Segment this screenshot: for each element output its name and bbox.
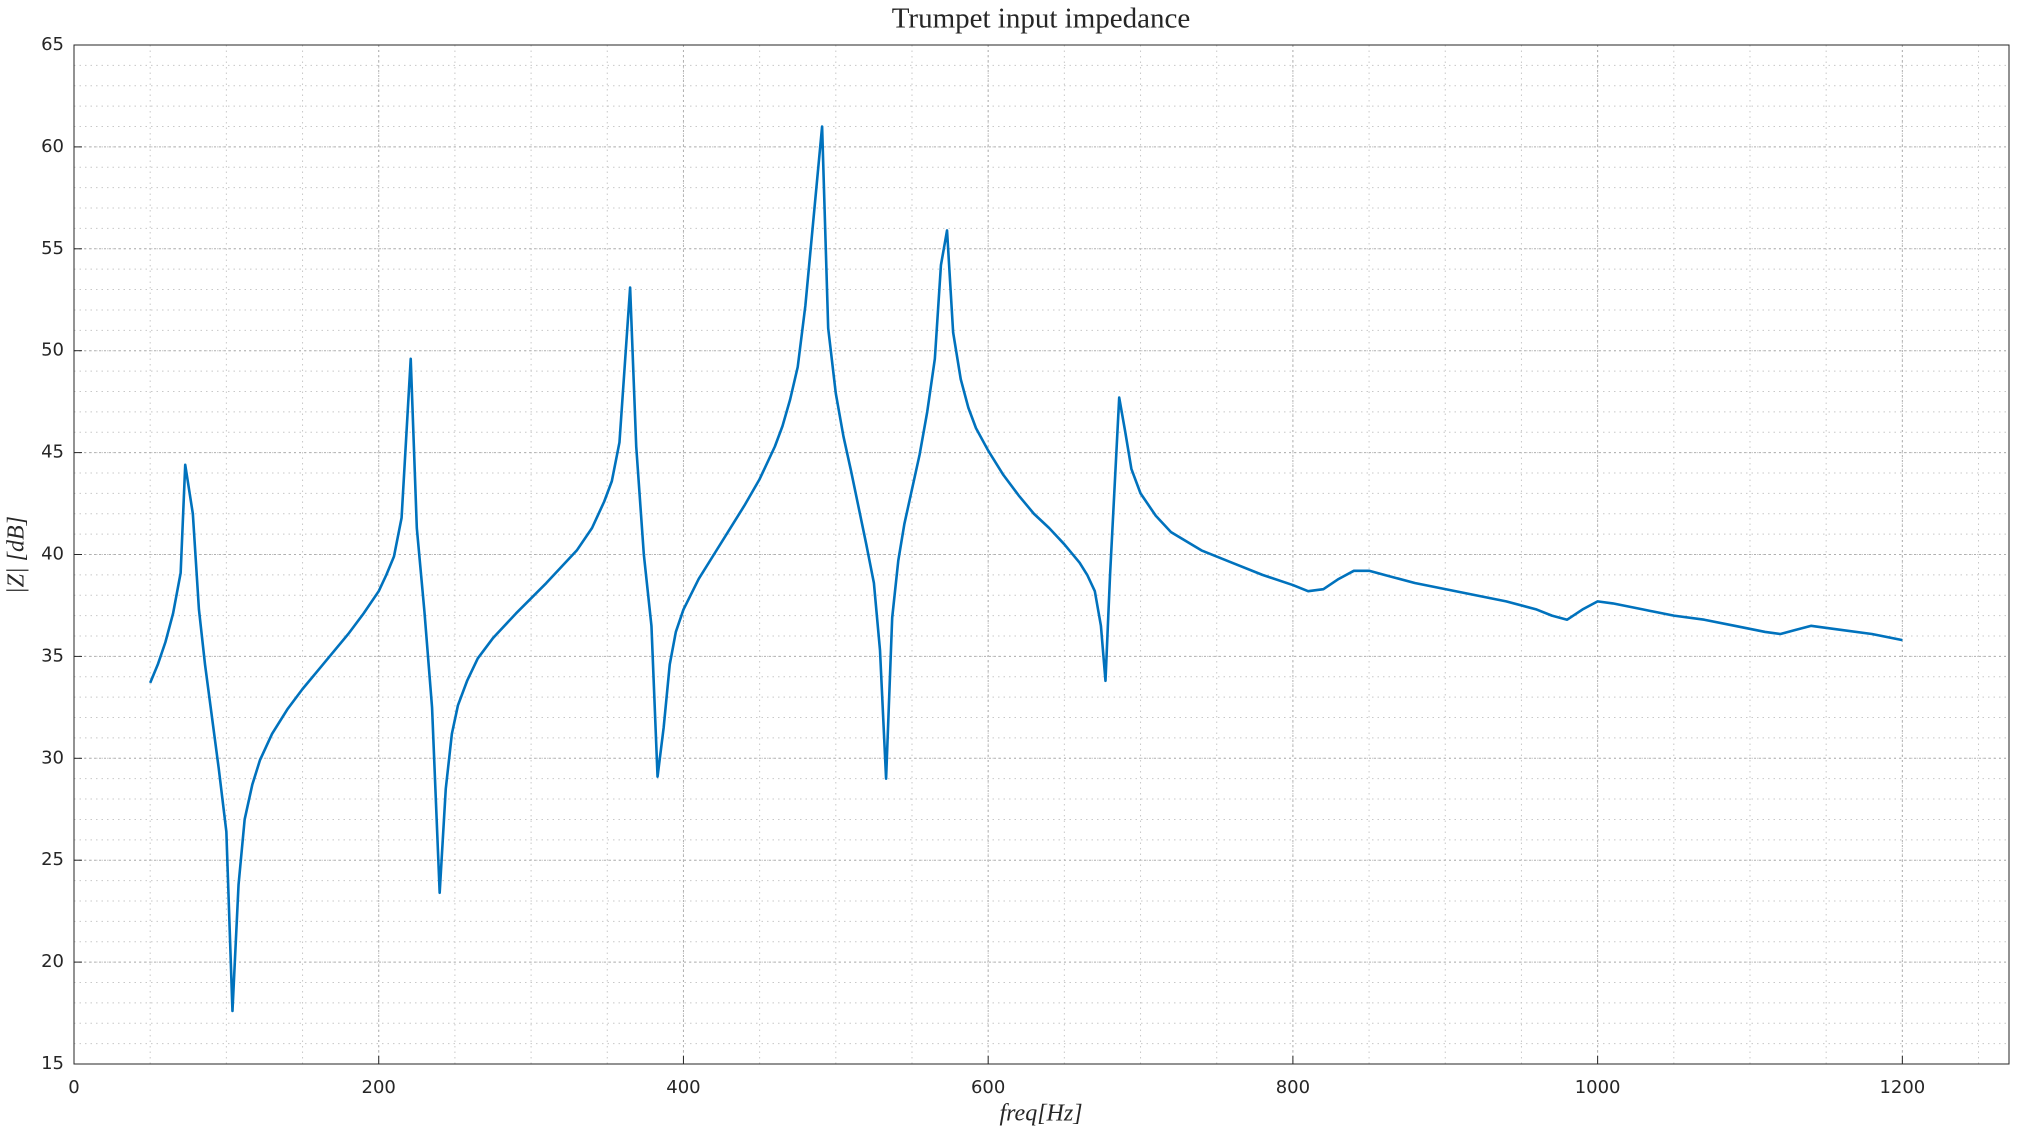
x-tick-label: 600 — [971, 1077, 1005, 1098]
y-axis-label: |Z| [dB] — [4, 516, 30, 594]
y-tick-label: 40 — [41, 544, 64, 565]
x-tick-label: 1200 — [1879, 1077, 1925, 1098]
chart-title: Trumpet input impedance — [892, 3, 1191, 35]
x-tick-label: 800 — [1276, 1077, 1310, 1098]
y-tick-label: 55 — [41, 238, 64, 259]
plot-frame — [73, 44, 2010, 1065]
y-tick-label: 30 — [41, 747, 64, 768]
y-tick-label: 35 — [41, 645, 64, 666]
x-axis-label: freq[Hz] — [999, 1101, 1082, 1127]
y-tick-label: 20 — [41, 951, 64, 972]
y-tick-label: 25 — [41, 849, 64, 870]
data-line — [148, 125, 1903, 1013]
y-tick-label: 60 — [41, 136, 64, 157]
y-tick-label: 45 — [41, 442, 64, 463]
x-tick-label: 0 — [68, 1077, 79, 1098]
x-tick-label: 1000 — [1575, 1077, 1621, 1098]
x-tick-label: 400 — [666, 1077, 700, 1098]
y-tick-label: 50 — [41, 340, 64, 361]
y-tick-label: 65 — [41, 34, 64, 55]
x-tick-label: 200 — [362, 1077, 396, 1098]
y-tick-label: 15 — [41, 1053, 64, 1074]
